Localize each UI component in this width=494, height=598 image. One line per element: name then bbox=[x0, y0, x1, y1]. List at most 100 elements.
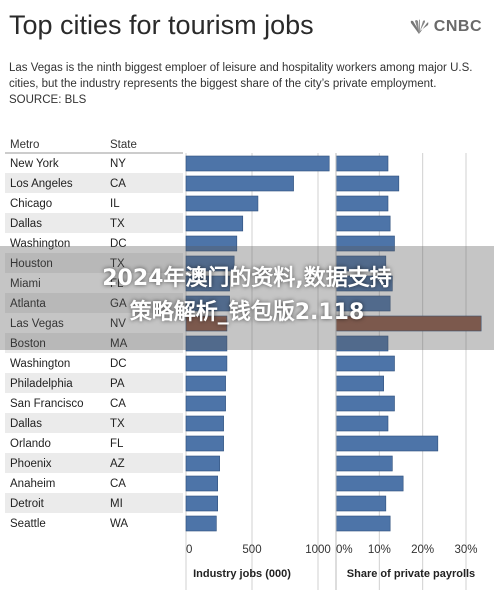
metro-label: Seattle bbox=[10, 518, 46, 530]
table-row-background bbox=[5, 313, 183, 333]
table-row-background bbox=[5, 393, 183, 413]
state-label: MI bbox=[110, 498, 123, 510]
state-label: TX bbox=[110, 218, 125, 230]
metro-label: Las Vegas bbox=[10, 318, 64, 330]
bar bbox=[185, 175, 294, 192]
table-row-background bbox=[5, 273, 183, 293]
x-tick-label: 0 bbox=[186, 544, 192, 556]
state-label: DC bbox=[110, 358, 127, 370]
bar bbox=[185, 195, 259, 212]
logo-text: CNBC bbox=[433, 18, 482, 35]
bar bbox=[335, 515, 391, 532]
x-tick-label: 500 bbox=[242, 544, 261, 556]
bar bbox=[335, 495, 387, 512]
bar bbox=[185, 495, 218, 512]
table-row-background bbox=[5, 473, 183, 493]
state-label: CA bbox=[110, 178, 126, 190]
bar bbox=[185, 315, 228, 332]
table-row-background bbox=[5, 453, 183, 473]
bar bbox=[335, 375, 384, 392]
bar bbox=[335, 475, 404, 492]
x-tick-label: 0% bbox=[336, 544, 353, 556]
metro-label: Philadelphia bbox=[10, 378, 73, 390]
bar bbox=[185, 215, 244, 232]
bar bbox=[335, 355, 395, 372]
table-row-background bbox=[5, 193, 183, 213]
state-column-header: State bbox=[110, 139, 137, 151]
metro-label: Anaheim bbox=[10, 478, 55, 490]
state-label: WA bbox=[110, 518, 128, 530]
state-label: IL bbox=[110, 198, 120, 210]
state-label: CA bbox=[110, 478, 126, 490]
metro-column-header: Metro bbox=[10, 139, 39, 151]
metro-label: San Francisco bbox=[10, 398, 84, 410]
bar bbox=[335, 415, 389, 432]
metro-label: Houston bbox=[10, 258, 53, 270]
metro-label: Dallas bbox=[10, 218, 42, 230]
overlay-banner bbox=[0, 246, 494, 350]
overlay-line-2: 策略解析_钱包版2.118 bbox=[129, 300, 365, 325]
bar bbox=[335, 195, 389, 212]
overlay-caption: 2024年澳门的资料,数据支持 策略解析_钱包版2.118 bbox=[0, 262, 494, 330]
table-row-background bbox=[5, 493, 183, 513]
metro-label: Atlanta bbox=[10, 298, 46, 310]
table-row-background bbox=[5, 433, 183, 453]
bar bbox=[185, 335, 228, 352]
state-label: TX bbox=[110, 258, 125, 270]
metro-label: Washington bbox=[10, 238, 70, 250]
table-row-background bbox=[5, 253, 183, 273]
bar bbox=[185, 475, 218, 492]
chart-subtitle: Las Vegas is the ninth biggest emploer o… bbox=[9, 62, 473, 106]
state-label: NY bbox=[110, 158, 126, 170]
table-row-background bbox=[5, 333, 183, 353]
x-tick-label: 1000 bbox=[305, 544, 331, 556]
bar bbox=[335, 395, 395, 412]
state-label: FL bbox=[110, 278, 124, 290]
state-label: NV bbox=[110, 318, 126, 330]
bar bbox=[185, 515, 217, 532]
table-row-background bbox=[5, 293, 183, 313]
chart-title: Top cities for tourism jobs bbox=[9, 10, 314, 40]
bar bbox=[185, 155, 330, 172]
state-label: AZ bbox=[110, 458, 125, 470]
bar bbox=[185, 415, 224, 432]
overlay-line-1: 2024年澳门的资料,数据支持 bbox=[102, 266, 392, 291]
metro-label: New York bbox=[10, 158, 59, 170]
table-row-background bbox=[5, 513, 183, 533]
bar bbox=[185, 395, 226, 412]
peacock-icon bbox=[410, 19, 429, 34]
table-row-background bbox=[5, 173, 183, 193]
table-row-background bbox=[5, 413, 183, 433]
x-tick-label: 10% bbox=[368, 544, 391, 556]
x-tick-label: 20% bbox=[411, 544, 434, 556]
table-row-background bbox=[5, 213, 183, 233]
state-label: CA bbox=[110, 398, 126, 410]
state-label: GA bbox=[110, 298, 127, 310]
panel-label: Share of private payrolls bbox=[347, 568, 475, 580]
x-tick-label: 30% bbox=[454, 544, 477, 556]
table-row-background bbox=[5, 153, 183, 173]
metro-label: Boston bbox=[10, 338, 46, 350]
bar bbox=[185, 235, 238, 252]
bar bbox=[335, 435, 439, 452]
bar bbox=[335, 175, 400, 192]
bar bbox=[185, 255, 235, 272]
bar bbox=[185, 295, 230, 312]
bar bbox=[335, 455, 393, 472]
state-label: DC bbox=[110, 238, 127, 250]
metro-label: Detroit bbox=[10, 498, 45, 510]
panel-label: Industry jobs (000) bbox=[193, 568, 291, 580]
state-label: PA bbox=[110, 378, 125, 390]
table-row-background bbox=[5, 373, 183, 393]
metro-label: Los Angeles bbox=[10, 178, 73, 190]
bar bbox=[335, 155, 389, 172]
table-row-background bbox=[5, 233, 183, 253]
state-label: TX bbox=[110, 418, 125, 430]
cnbc-logo: CNBC bbox=[408, 18, 482, 36]
bar bbox=[185, 355, 228, 372]
bar bbox=[185, 375, 226, 392]
bar bbox=[185, 455, 220, 472]
metro-label: Phoenix bbox=[10, 458, 52, 470]
metro-label: Orlando bbox=[10, 438, 51, 450]
